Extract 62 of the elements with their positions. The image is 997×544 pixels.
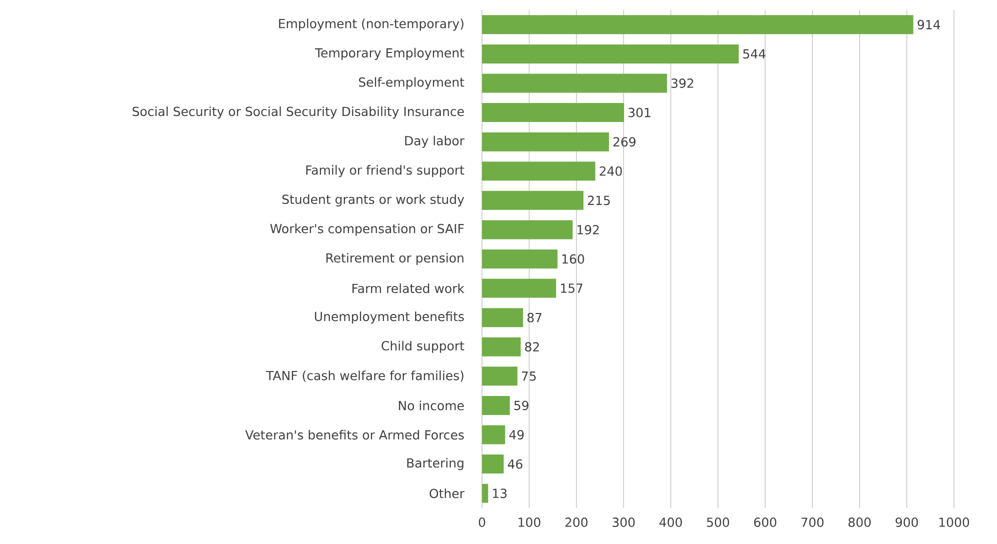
bar [482, 132, 609, 152]
x-tick-label: 1000 [939, 518, 970, 527]
data-label: 75 [522, 372, 536, 381]
data-label: 914 [918, 20, 940, 30]
x-tick-label: 200 [565, 518, 588, 527]
data-label: 49 [509, 430, 524, 440]
bar [482, 396, 510, 415]
bar [482, 337, 521, 356]
data-label: 301 [628, 108, 650, 118]
bar [482, 425, 506, 444]
bar [482, 278, 556, 298]
y-tick-label: Day labor [405, 136, 464, 148]
y-tick-label: Unemployment benefits [314, 312, 464, 324]
data-label: 192 [578, 224, 599, 234]
x-tick-label: 400 [659, 518, 682, 527]
y-tick-label: Worker's compensation or SAIF [270, 224, 464, 236]
bar [482, 484, 488, 503]
y-tick-label: Farm related work [352, 283, 464, 294]
y-tick-label: Other [430, 488, 464, 498]
bar [482, 15, 914, 34]
bar [482, 366, 518, 386]
bar [482, 250, 558, 268]
bar [482, 308, 524, 328]
y-tick-label: Bartering [407, 458, 464, 470]
y-tick-label: Temporary Employment [314, 48, 464, 60]
data-label: 215 [588, 196, 610, 206]
data-label: 160 [562, 254, 584, 264]
bar [482, 190, 584, 210]
data-label: 240 [600, 166, 622, 176]
data-label: 13 [493, 488, 507, 498]
x-tick-label: 500 [707, 518, 730, 527]
x-tick-label: 600 [754, 518, 776, 527]
x-tick-label: 300 [612, 518, 635, 527]
y-tick-label: Child support [382, 340, 464, 353]
x-tick-label: 100 [518, 518, 540, 527]
y-tick-label: Social Security or Social Security Disability Insurance [132, 106, 464, 119]
bar [482, 220, 573, 240]
bar [482, 162, 596, 181]
bar [482, 454, 504, 474]
y-tick-label: TANF (cash welfare for families) [266, 370, 464, 382]
y-tick-label: Family or friend's support [306, 165, 464, 178]
y-tick-label: No income [398, 400, 464, 410]
data-label: 157 [561, 284, 582, 293]
x-tick-label: 700 [801, 518, 824, 527]
y-tick-label: Veteran's benefits or Armed Forces [245, 430, 464, 440]
x-tick-label: 800 [848, 518, 871, 527]
data-label: 87 [527, 312, 542, 322]
data-label: 82 [525, 342, 539, 352]
y-tick-label: Employment (non-temporary) [279, 18, 464, 31]
bar [482, 74, 668, 93]
data-label: 59 [514, 400, 528, 410]
y-tick-label: Self-employment [358, 77, 464, 90]
data-label: 544 [743, 49, 766, 59]
x-tick-label: 900 [896, 518, 918, 527]
data-label: 392 [672, 78, 694, 88]
y-tick-label: Student grants or work study [282, 194, 464, 206]
y-tick-label: Retirement or pension [326, 252, 464, 266]
data-label: 46 [508, 459, 522, 469]
bar [482, 103, 624, 122]
bar [482, 44, 739, 64]
x-tick-label: 0 [478, 518, 486, 527]
data-label: 269 [613, 137, 636, 147]
